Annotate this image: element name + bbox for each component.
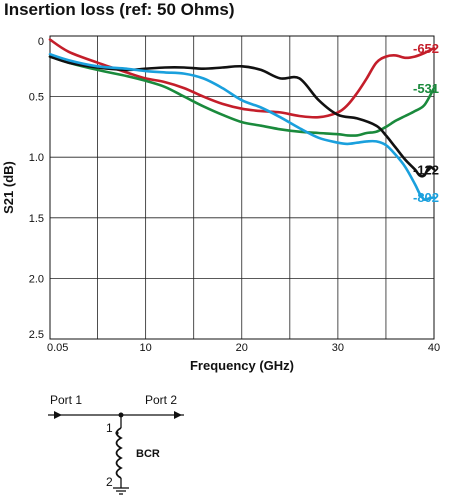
series-label: -652 xyxy=(413,41,439,56)
series-line-n802 xyxy=(48,52,436,202)
y-axis-label: S21 (dB) xyxy=(1,161,16,214)
polarity-dot xyxy=(115,431,119,435)
series-lines xyxy=(48,38,436,202)
pin-1-label: 1 xyxy=(106,421,113,435)
x-axis-label: Frequency (GHz) xyxy=(190,358,294,373)
chart-title: Insertion loss (ref: 50 Ohms) xyxy=(4,0,235,19)
series-labels: -652 -531 -122 -802 xyxy=(413,41,439,205)
y-tick-label: 0 xyxy=(38,36,44,48)
series-label: -531 xyxy=(413,81,439,96)
series-line-n652 xyxy=(48,38,436,119)
series-label: -802 xyxy=(413,190,439,205)
x-tick-label: 30 xyxy=(332,342,344,354)
port-1-label: Port 1 xyxy=(50,393,82,407)
y-tick-label: 1.5 xyxy=(29,213,44,225)
x-tick-label: 40 xyxy=(428,342,440,354)
port-2-label: Port 2 xyxy=(145,393,177,407)
tick-labels: 0.05 10 20 30 40 0 0.5 1.0 1.5 2.0 2.5 xyxy=(29,36,440,354)
inductor-coil-icon xyxy=(115,427,123,479)
circuit-schematic: Port 1 Port 2 BCR 1 2 xyxy=(48,393,184,495)
x-tick-label: 20 xyxy=(236,342,248,354)
y-tick-label: 2.5 xyxy=(29,329,44,341)
x-tick-label: 10 xyxy=(140,342,152,354)
series-line-n122 xyxy=(48,55,436,178)
pin-2-label: 2 xyxy=(106,475,113,489)
y-tick-label: 1.0 xyxy=(29,152,44,164)
x-tick-label: 0.05 xyxy=(47,342,68,354)
arrow-in-icon xyxy=(54,411,62,419)
series-label: -122 xyxy=(413,162,439,177)
component-label: BCR xyxy=(136,448,160,460)
grid xyxy=(50,36,434,339)
series-line-n531 xyxy=(48,55,436,137)
arrow-out-icon xyxy=(174,411,182,419)
y-tick-label: 2.0 xyxy=(29,273,44,285)
plot-frame xyxy=(49,35,435,340)
y-tick-label: 0.5 xyxy=(29,92,44,104)
